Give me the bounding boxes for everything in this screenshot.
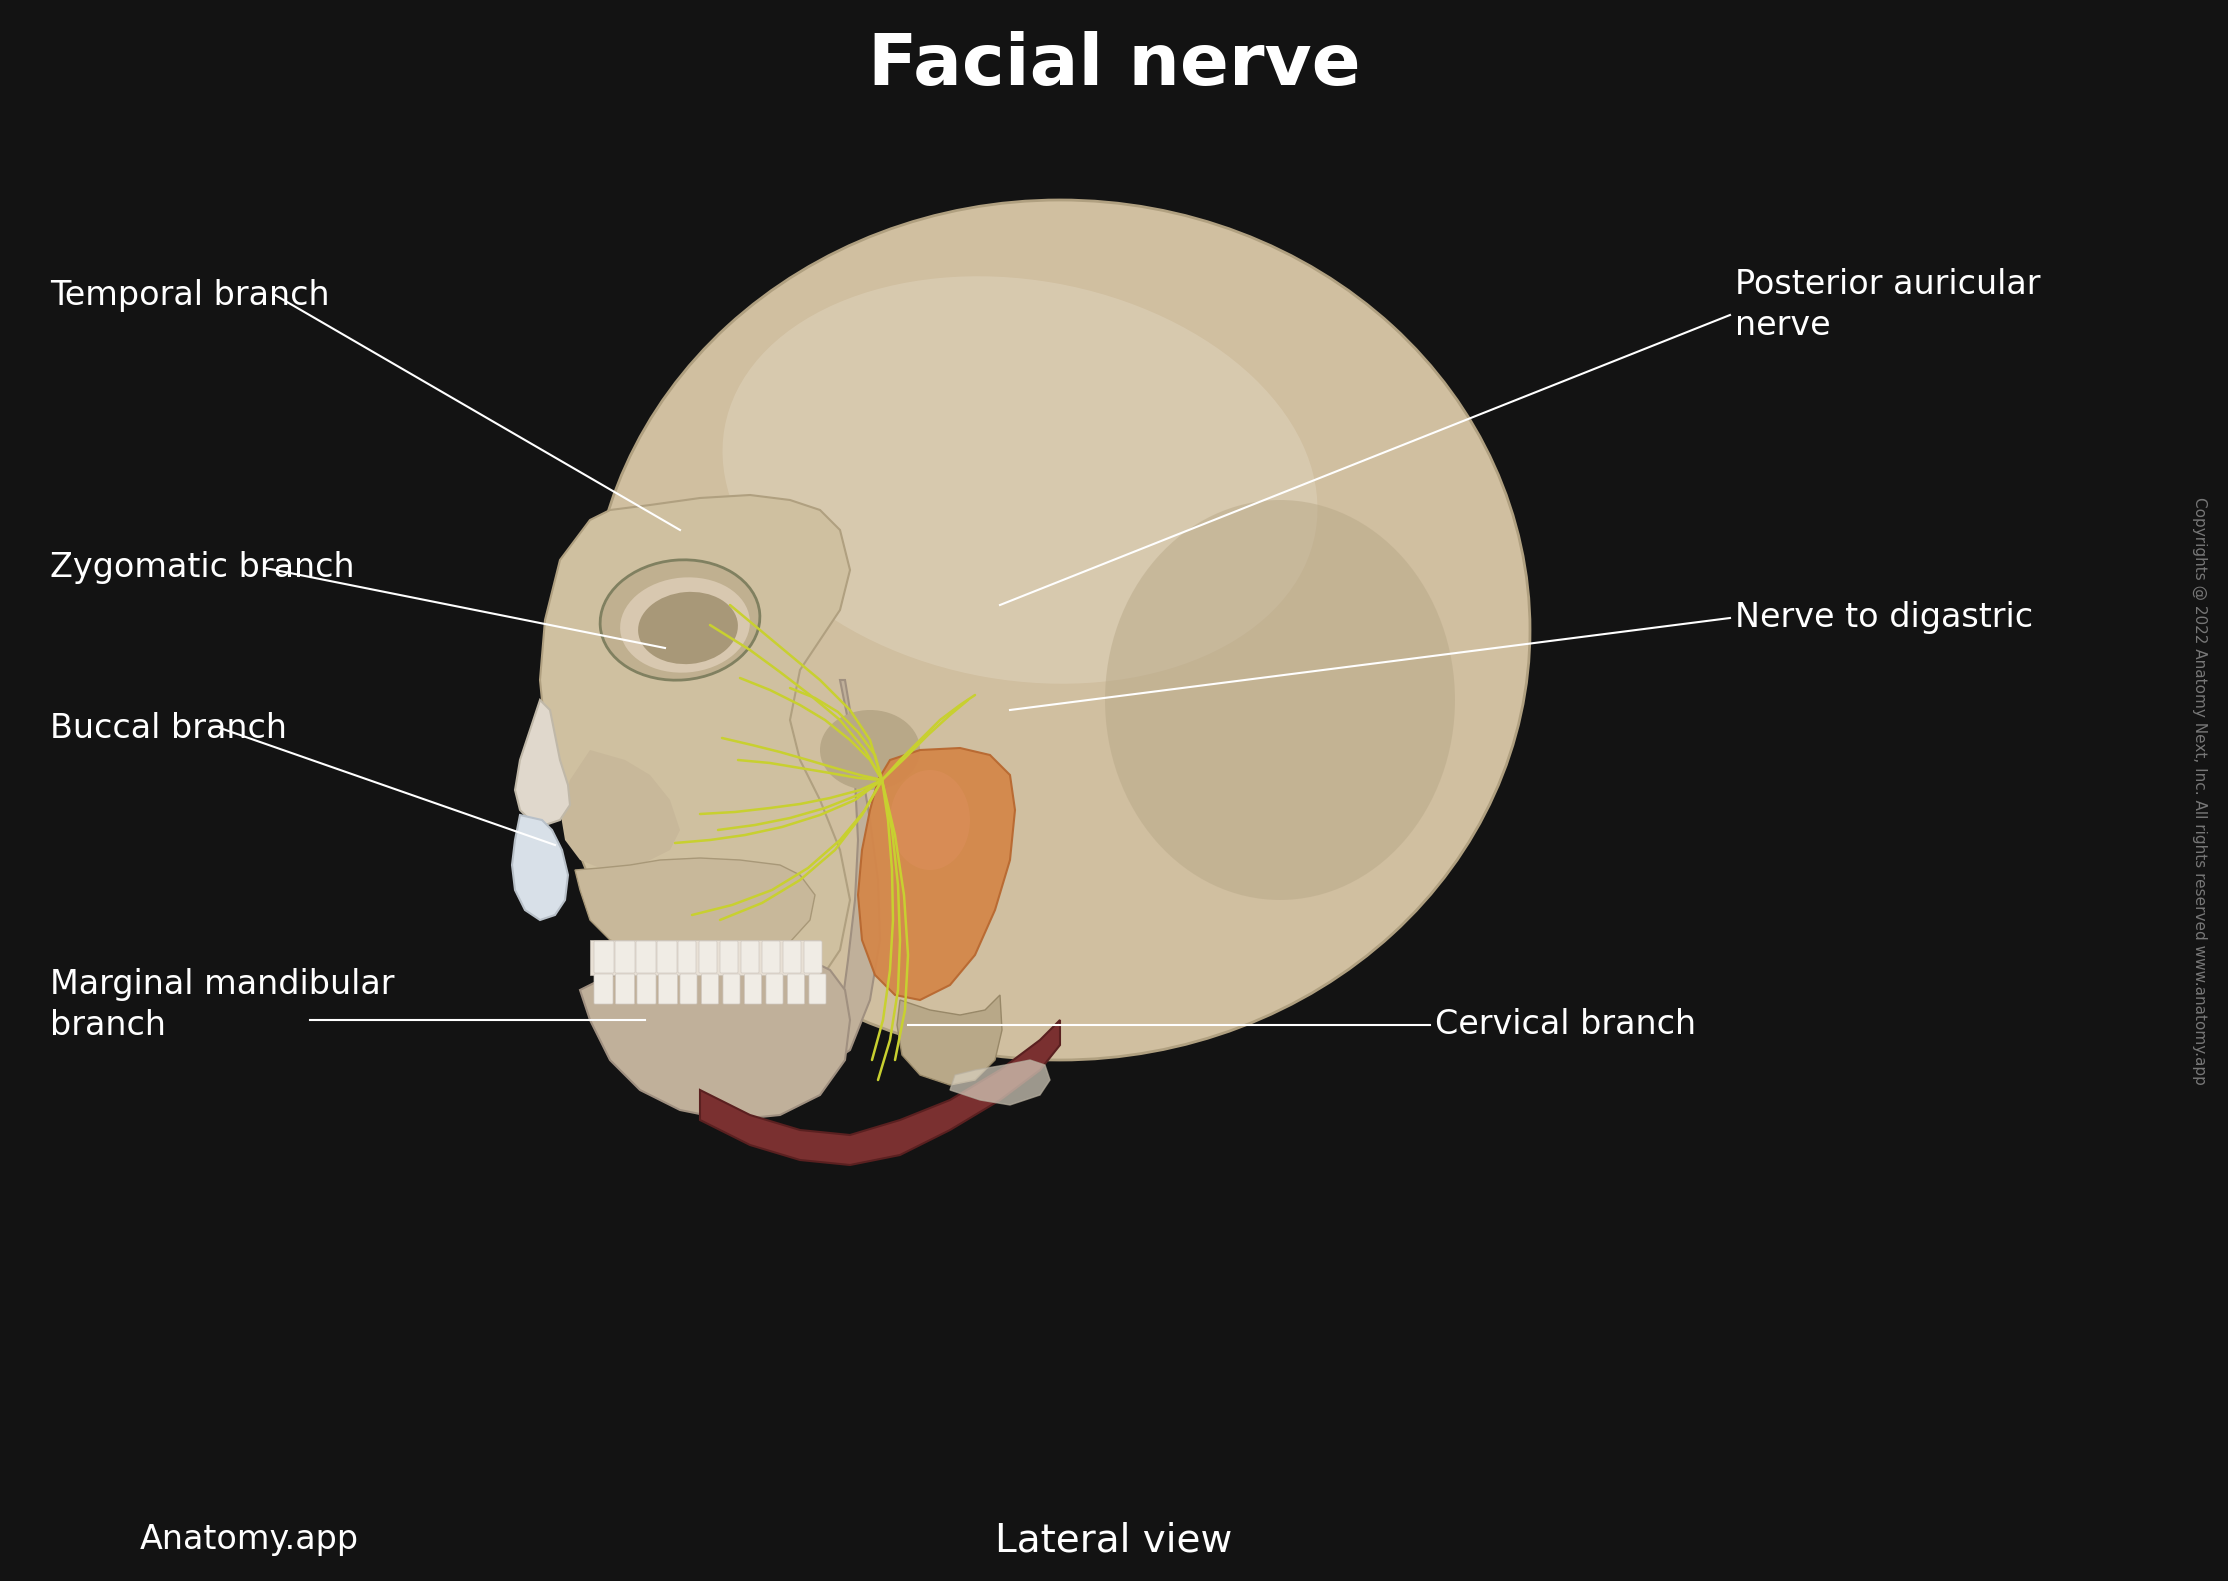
Text: Posterior auricular
nerve: Posterior auricular nerve xyxy=(1736,269,2041,341)
Ellipse shape xyxy=(820,710,920,790)
FancyBboxPatch shape xyxy=(742,941,760,972)
Polygon shape xyxy=(515,700,570,825)
Polygon shape xyxy=(858,748,1016,1001)
Text: Copyrights @ 2022 Anatomy Next, Inc. All rights reserved www.anatomy.app: Copyrights @ 2022 Anatomy Next, Inc. All… xyxy=(2192,496,2208,1085)
FancyBboxPatch shape xyxy=(680,974,697,1004)
FancyBboxPatch shape xyxy=(766,974,782,1004)
Ellipse shape xyxy=(599,560,760,680)
Text: Marginal mandibular
branch: Marginal mandibular branch xyxy=(49,968,394,1042)
FancyBboxPatch shape xyxy=(804,941,822,972)
FancyBboxPatch shape xyxy=(720,941,737,972)
Ellipse shape xyxy=(889,770,969,870)
Polygon shape xyxy=(575,858,815,960)
FancyBboxPatch shape xyxy=(702,974,717,1004)
Polygon shape xyxy=(898,994,1003,1085)
Polygon shape xyxy=(512,814,568,920)
FancyBboxPatch shape xyxy=(700,941,717,972)
Ellipse shape xyxy=(590,201,1531,1059)
Text: Buccal branch: Buccal branch xyxy=(49,711,287,745)
Text: Anatomy.app: Anatomy.app xyxy=(140,1524,359,1557)
Polygon shape xyxy=(579,953,851,1119)
FancyBboxPatch shape xyxy=(809,974,827,1004)
FancyBboxPatch shape xyxy=(595,974,613,1004)
Polygon shape xyxy=(700,1020,1061,1165)
FancyBboxPatch shape xyxy=(615,974,635,1004)
Text: Zygomatic branch: Zygomatic branch xyxy=(49,552,354,585)
Ellipse shape xyxy=(619,577,751,672)
FancyBboxPatch shape xyxy=(635,941,655,972)
FancyBboxPatch shape xyxy=(744,974,762,1004)
Text: Facial nerve: Facial nerve xyxy=(867,30,1361,100)
Ellipse shape xyxy=(637,591,737,664)
Ellipse shape xyxy=(722,277,1317,683)
Text: Cervical branch: Cervical branch xyxy=(1435,1009,1696,1042)
Text: Nerve to digastric: Nerve to digastric xyxy=(1736,601,2034,634)
FancyBboxPatch shape xyxy=(762,941,780,972)
FancyBboxPatch shape xyxy=(677,941,695,972)
FancyBboxPatch shape xyxy=(657,941,677,972)
Polygon shape xyxy=(590,941,820,975)
FancyBboxPatch shape xyxy=(637,974,655,1004)
Polygon shape xyxy=(559,749,680,870)
Polygon shape xyxy=(836,680,880,1059)
FancyBboxPatch shape xyxy=(724,974,740,1004)
FancyBboxPatch shape xyxy=(615,941,635,972)
FancyBboxPatch shape xyxy=(782,941,802,972)
FancyBboxPatch shape xyxy=(595,941,615,972)
Text: Lateral view: Lateral view xyxy=(996,1521,1232,1559)
FancyBboxPatch shape xyxy=(659,974,677,1004)
Polygon shape xyxy=(949,1059,1049,1105)
Polygon shape xyxy=(539,495,851,990)
Ellipse shape xyxy=(1105,500,1455,900)
Text: Temporal branch: Temporal branch xyxy=(49,278,330,311)
FancyBboxPatch shape xyxy=(786,974,804,1004)
